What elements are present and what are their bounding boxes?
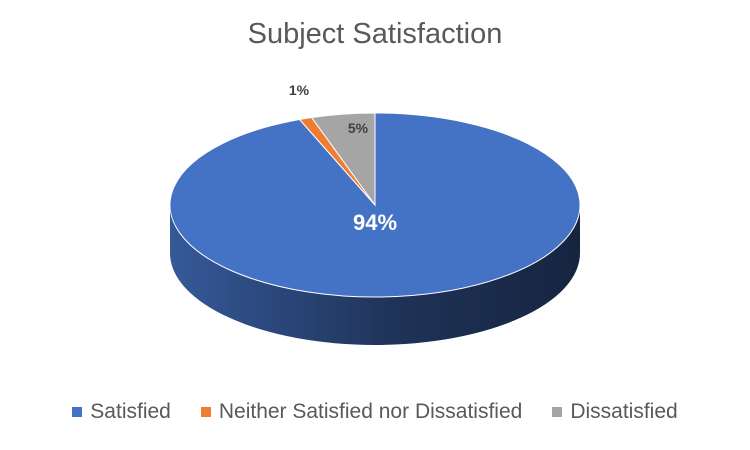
legend-swatch-satisfied <box>72 407 83 417</box>
legend-label-dissatisfied: Dissatisfied <box>570 400 678 423</box>
legend-item-satisfied: Satisfied <box>72 400 171 424</box>
legend-label-satisfied: Satisfied <box>90 400 171 423</box>
legend: Satisfied Neither Satisfied nor Dissatis… <box>0 400 750 424</box>
data-label-neither: 1% <box>289 82 310 98</box>
legend-item-dissatisfied: Dissatisfied <box>552 400 678 424</box>
pie-slice-dissatisfied <box>310 112 376 207</box>
chart-title: Subject Satisfaction <box>247 18 503 50</box>
data-label-satisfied: 94% <box>353 210 397 235</box>
legend-swatch-dissatisfied <box>552 407 563 417</box>
legend-label-neither: Neither Satisfied nor Dissatisfied <box>218 400 523 423</box>
data-label-dissatisfied: 5% <box>348 120 369 136</box>
legend-swatch-neither <box>200 407 211 417</box>
legend-item-neither: Neither Satisfied nor Dissatisfied <box>200 400 523 424</box>
pie-side-satisfied <box>170 205 580 345</box>
